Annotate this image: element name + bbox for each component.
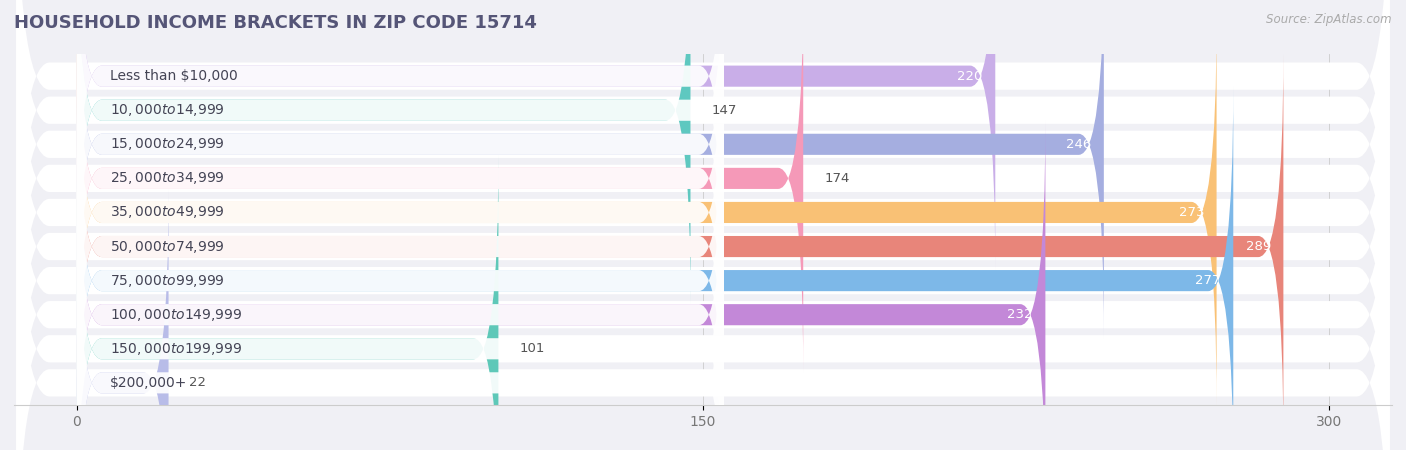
Text: 220: 220: [957, 70, 983, 83]
Text: 273: 273: [1178, 206, 1204, 219]
Text: HOUSEHOLD INCOME BRACKETS IN ZIP CODE 15714: HOUSEHOLD INCOME BRACKETS IN ZIP CODE 15…: [14, 14, 537, 32]
FancyBboxPatch shape: [77, 87, 1233, 450]
FancyBboxPatch shape: [15, 0, 1391, 403]
Text: 289: 289: [1246, 240, 1271, 253]
FancyBboxPatch shape: [77, 0, 724, 338]
FancyBboxPatch shape: [77, 189, 169, 450]
FancyBboxPatch shape: [15, 124, 1391, 450]
Text: 232: 232: [1007, 308, 1033, 321]
FancyBboxPatch shape: [15, 0, 1391, 450]
FancyBboxPatch shape: [77, 0, 724, 372]
FancyBboxPatch shape: [77, 87, 724, 450]
Text: $35,000 to $49,999: $35,000 to $49,999: [110, 204, 225, 220]
Text: Source: ZipAtlas.com: Source: ZipAtlas.com: [1267, 14, 1392, 27]
Text: $10,000 to $14,999: $10,000 to $14,999: [110, 102, 225, 118]
FancyBboxPatch shape: [77, 189, 724, 450]
Text: $25,000 to $34,999: $25,000 to $34,999: [110, 171, 225, 186]
FancyBboxPatch shape: [15, 0, 1391, 437]
Text: $150,000 to $199,999: $150,000 to $199,999: [110, 341, 242, 357]
FancyBboxPatch shape: [77, 121, 1046, 450]
FancyBboxPatch shape: [77, 18, 1216, 406]
FancyBboxPatch shape: [15, 0, 1391, 335]
FancyBboxPatch shape: [15, 0, 1391, 450]
Text: Less than $10,000: Less than $10,000: [110, 69, 238, 83]
FancyBboxPatch shape: [77, 0, 724, 270]
Text: 246: 246: [1066, 138, 1091, 151]
FancyBboxPatch shape: [77, 155, 498, 450]
FancyBboxPatch shape: [77, 155, 724, 450]
Text: $15,000 to $24,999: $15,000 to $24,999: [110, 136, 225, 152]
FancyBboxPatch shape: [15, 22, 1391, 450]
FancyBboxPatch shape: [77, 0, 1104, 338]
FancyBboxPatch shape: [77, 0, 803, 372]
Text: $50,000 to $74,999: $50,000 to $74,999: [110, 238, 225, 255]
FancyBboxPatch shape: [77, 18, 724, 406]
Text: 22: 22: [190, 376, 207, 389]
FancyBboxPatch shape: [77, 0, 724, 304]
Text: 277: 277: [1195, 274, 1220, 287]
FancyBboxPatch shape: [15, 0, 1391, 369]
FancyBboxPatch shape: [77, 53, 1284, 441]
FancyBboxPatch shape: [77, 0, 690, 304]
FancyBboxPatch shape: [15, 56, 1391, 450]
Text: 174: 174: [824, 172, 849, 185]
FancyBboxPatch shape: [77, 53, 724, 441]
Text: 147: 147: [711, 104, 737, 117]
Text: $75,000 to $99,999: $75,000 to $99,999: [110, 273, 225, 288]
Text: 101: 101: [519, 342, 544, 355]
FancyBboxPatch shape: [77, 0, 995, 270]
FancyBboxPatch shape: [15, 90, 1391, 450]
Text: $200,000+: $200,000+: [110, 376, 187, 390]
FancyBboxPatch shape: [77, 121, 724, 450]
Text: $100,000 to $149,999: $100,000 to $149,999: [110, 307, 242, 323]
